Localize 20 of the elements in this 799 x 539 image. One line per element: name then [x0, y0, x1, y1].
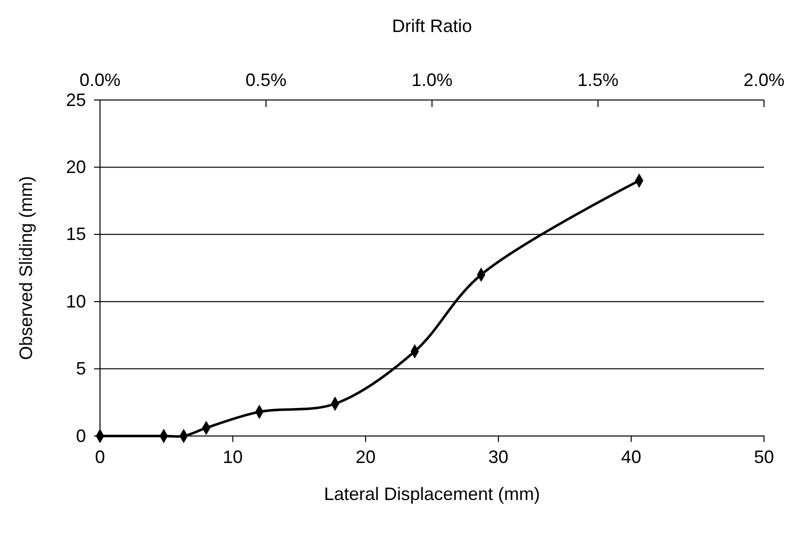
x-axis-title: Lateral Displacement (mm)	[324, 484, 540, 504]
y-tick-label: 20	[66, 156, 86, 177]
x-tick-label: 10	[222, 446, 243, 467]
x2-axis-title: Drift Ratio	[392, 16, 472, 36]
x2-tick-label: 1.0%	[411, 70, 453, 90]
y-tick-label: 0	[76, 426, 86, 446]
x2-tick-label: 1.5%	[577, 70, 619, 90]
x-tick-label: 30	[488, 446, 508, 467]
y-tick-label: 25	[66, 90, 86, 110]
x-tick-label: 40	[621, 446, 642, 467]
y-tick-label: 15	[66, 224, 86, 244]
x-tick-label: 20	[356, 446, 376, 467]
y-tick-label: 10	[66, 291, 86, 312]
x2-tick-label: 0.5%	[245, 70, 287, 90]
y-axis-title: Observed Sliding (mm)	[16, 176, 36, 360]
x-tick-label: 0	[94, 446, 106, 467]
x2-tick-label: 2.0%	[743, 70, 785, 90]
x-tick-label: 50	[754, 446, 774, 467]
y-tick-label: 5	[76, 358, 86, 379]
x2-tick-label: 0.0%	[79, 70, 121, 90]
